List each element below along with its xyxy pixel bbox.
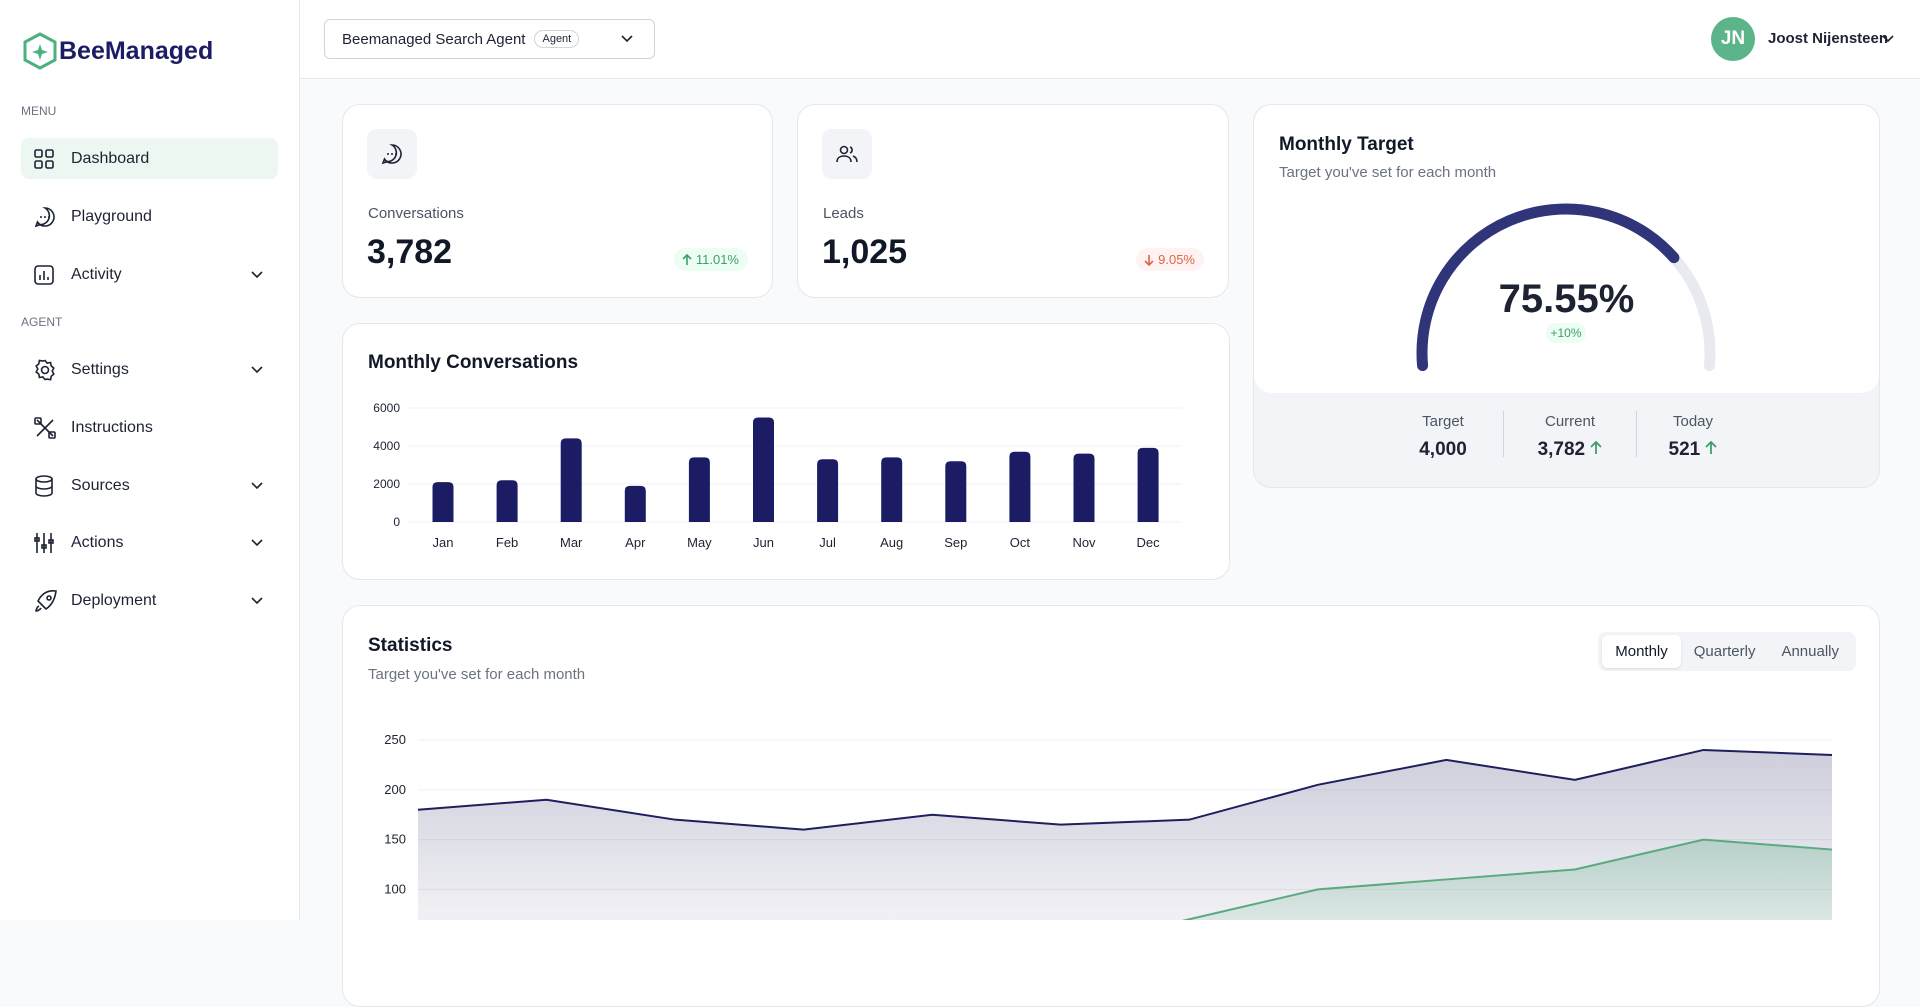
- stat: Today 521: [1633, 413, 1753, 461]
- period-button[interactable]: Monthly: [1602, 635, 1681, 668]
- period-switch: Monthly Quarterly Annually: [1598, 632, 1856, 671]
- metric-card: Conversations 3,782 11.01%: [342, 104, 773, 298]
- chevron: [251, 538, 263, 546]
- metric-label: Leads: [823, 205, 864, 222]
- card-title: Monthly Target: [1279, 134, 1414, 155]
- agent-label: AGENT: [21, 315, 63, 329]
- menu-label: MENU: [21, 104, 57, 118]
- metric-value: 1,025: [822, 233, 908, 271]
- nav-label: Sources: [71, 476, 130, 494]
- card-title: Monthly Conversations: [368, 352, 579, 373]
- stat: Current 3,782: [1510, 413, 1630, 461]
- stat: Target 4,000: [1383, 413, 1503, 461]
- period-button[interactable]: Quarterly: [1693, 643, 1756, 660]
- stat-label: Current: [1544, 413, 1596, 430]
- change-badge: 11.01%: [673, 248, 748, 271]
- stat-value-row: 521: [1633, 439, 1753, 461]
- chevron: [1882, 35, 1894, 43]
- header: Beemanaged Search Agent Agent JN Joost N…: [300, 0, 1920, 79]
- chevron: [621, 35, 633, 43]
- icon: [34, 206, 55, 227]
- sidebar: BeeManaged MENU Dashboard Playground Act…: [0, 0, 300, 920]
- down-arrow: [1144, 254, 1154, 266]
- nav-label: Dashboard: [71, 149, 150, 167]
- brand: BeeManaged: [59, 37, 214, 65]
- agent-select[interactable]: Beemanaged Search Agent Agent: [324, 19, 655, 59]
- bar-card: Monthly Conversations: [342, 323, 1230, 580]
- icon: [34, 148, 54, 169]
- stat-value-row: 3,782: [1510, 439, 1630, 461]
- nav-label: Playground: [71, 207, 152, 225]
- chevron: [251, 596, 263, 604]
- nav-label: Settings: [71, 360, 129, 378]
- up-arrow: [682, 253, 692, 265]
- nav-item[interactable]: Settings: [21, 349, 278, 390]
- stat-value: 521: [1668, 439, 1701, 460]
- icon-box: [367, 129, 417, 179]
- icon-box: [822, 129, 872, 179]
- icon: [34, 532, 54, 553]
- chevron: [251, 481, 263, 489]
- nav-item[interactable]: Sources: [21, 465, 278, 506]
- user-name[interactable]: Joost Nijensteen: [1768, 30, 1889, 47]
- icon: [34, 416, 56, 439]
- divider: [1503, 411, 1504, 457]
- card-subtitle: Target you've set for each month: [1279, 164, 1497, 181]
- chevron: [251, 365, 263, 373]
- gauge-value: 75.55%: [1498, 277, 1635, 321]
- gauge-change: +10%: [1546, 323, 1586, 343]
- stat-label: Today: [1672, 413, 1714, 430]
- icon: [836, 145, 858, 163]
- nav-item[interactable]: Instructions: [21, 407, 278, 448]
- nav-label: Deployment: [71, 591, 157, 609]
- period-button[interactable]: Annually: [1781, 643, 1839, 660]
- up-arrow: [1705, 440, 1718, 454]
- nav-item[interactable]: Actions: [21, 522, 278, 563]
- icon: [35, 358, 55, 381]
- icon: [34, 264, 54, 285]
- stat-value: 3,782: [1537, 439, 1586, 460]
- up-arrow: [1590, 440, 1603, 454]
- divider: [1636, 411, 1637, 457]
- change: 11.01%: [695, 252, 739, 267]
- statistics-card: Statistics Target you've set for each mo…: [342, 605, 1880, 1007]
- target-card: Monthly Target Target you've set for eac…: [1253, 104, 1880, 488]
- agent-badge: Agent: [534, 30, 580, 48]
- card-title: Statistics: [368, 635, 453, 656]
- nav-item[interactable]: Dashboard: [21, 138, 278, 179]
- agent-name: Beemanaged Search Agent: [342, 30, 526, 48]
- metric-label: Conversations: [368, 205, 464, 222]
- icon: [35, 474, 53, 497]
- icon: [381, 144, 402, 165]
- metric-card: Leads 1,025 9.05%: [797, 104, 1229, 298]
- nav-item[interactable]: Activity: [21, 254, 278, 295]
- avatar[interactable]: JN: [1711, 17, 1755, 61]
- icon: [35, 589, 57, 612]
- change: 9.05%: [1158, 252, 1195, 267]
- logo-icon: [23, 32, 57, 70]
- nav-label: Actions: [71, 533, 124, 551]
- nav-item[interactable]: Deployment: [21, 580, 278, 621]
- metric-value: 3,782: [367, 233, 453, 271]
- stat-value: 4,000: [1419, 439, 1467, 460]
- nav-label: Activity: [71, 265, 122, 283]
- change-badge: 9.05%: [1136, 248, 1204, 271]
- card-subtitle: Target you've set for each month: [368, 666, 586, 683]
- chevron: [251, 270, 263, 278]
- stat-label: Target: [1422, 413, 1464, 430]
- nav-label: Instructions: [71, 418, 153, 436]
- nav-item[interactable]: Playground: [21, 196, 278, 237]
